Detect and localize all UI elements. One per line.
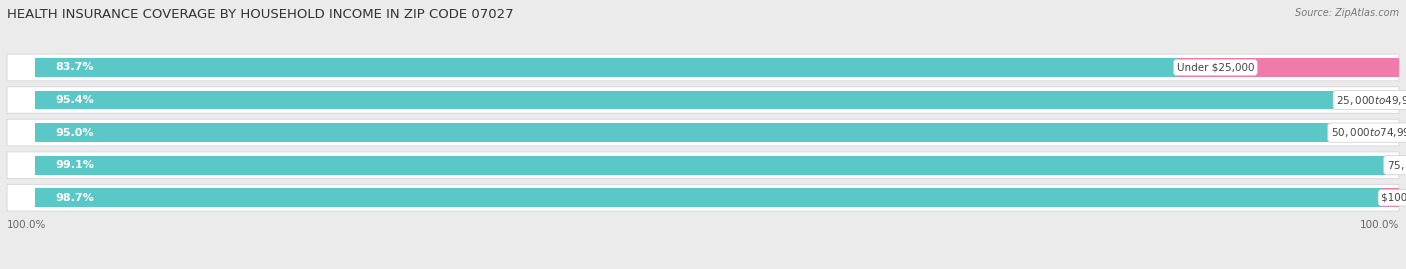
FancyBboxPatch shape <box>7 54 1399 81</box>
Bar <box>1386 156 1399 175</box>
Bar <box>1381 188 1399 207</box>
FancyBboxPatch shape <box>7 87 1399 114</box>
Text: Source: ZipAtlas.com: Source: ZipAtlas.com <box>1295 8 1399 18</box>
Text: 83.7%: 83.7% <box>56 62 94 72</box>
Bar <box>1177 58 1399 77</box>
Text: $100,000 and over: $100,000 and over <box>1381 193 1406 203</box>
Text: $75,000 to $99,999: $75,000 to $99,999 <box>1386 159 1406 172</box>
FancyBboxPatch shape <box>7 152 1399 179</box>
Text: Under $25,000: Under $25,000 <box>1177 62 1254 72</box>
Text: 100.0%: 100.0% <box>7 220 46 230</box>
Text: $25,000 to $49,999: $25,000 to $49,999 <box>1336 94 1406 107</box>
Bar <box>35 58 1177 77</box>
FancyBboxPatch shape <box>7 185 1399 211</box>
Bar <box>35 188 1381 207</box>
Bar <box>35 123 1330 142</box>
Text: $50,000 to $74,999: $50,000 to $74,999 <box>1330 126 1406 139</box>
FancyBboxPatch shape <box>7 119 1399 146</box>
Text: 99.1%: 99.1% <box>56 160 94 170</box>
Text: 95.0%: 95.0% <box>56 128 94 138</box>
Bar <box>35 91 1336 109</box>
Text: 100.0%: 100.0% <box>1360 220 1399 230</box>
Bar <box>1330 123 1399 142</box>
Bar <box>1336 91 1399 109</box>
Text: 98.7%: 98.7% <box>56 193 94 203</box>
Text: 95.4%: 95.4% <box>56 95 94 105</box>
Bar <box>35 156 1386 175</box>
Text: HEALTH INSURANCE COVERAGE BY HOUSEHOLD INCOME IN ZIP CODE 07027: HEALTH INSURANCE COVERAGE BY HOUSEHOLD I… <box>7 8 513 21</box>
